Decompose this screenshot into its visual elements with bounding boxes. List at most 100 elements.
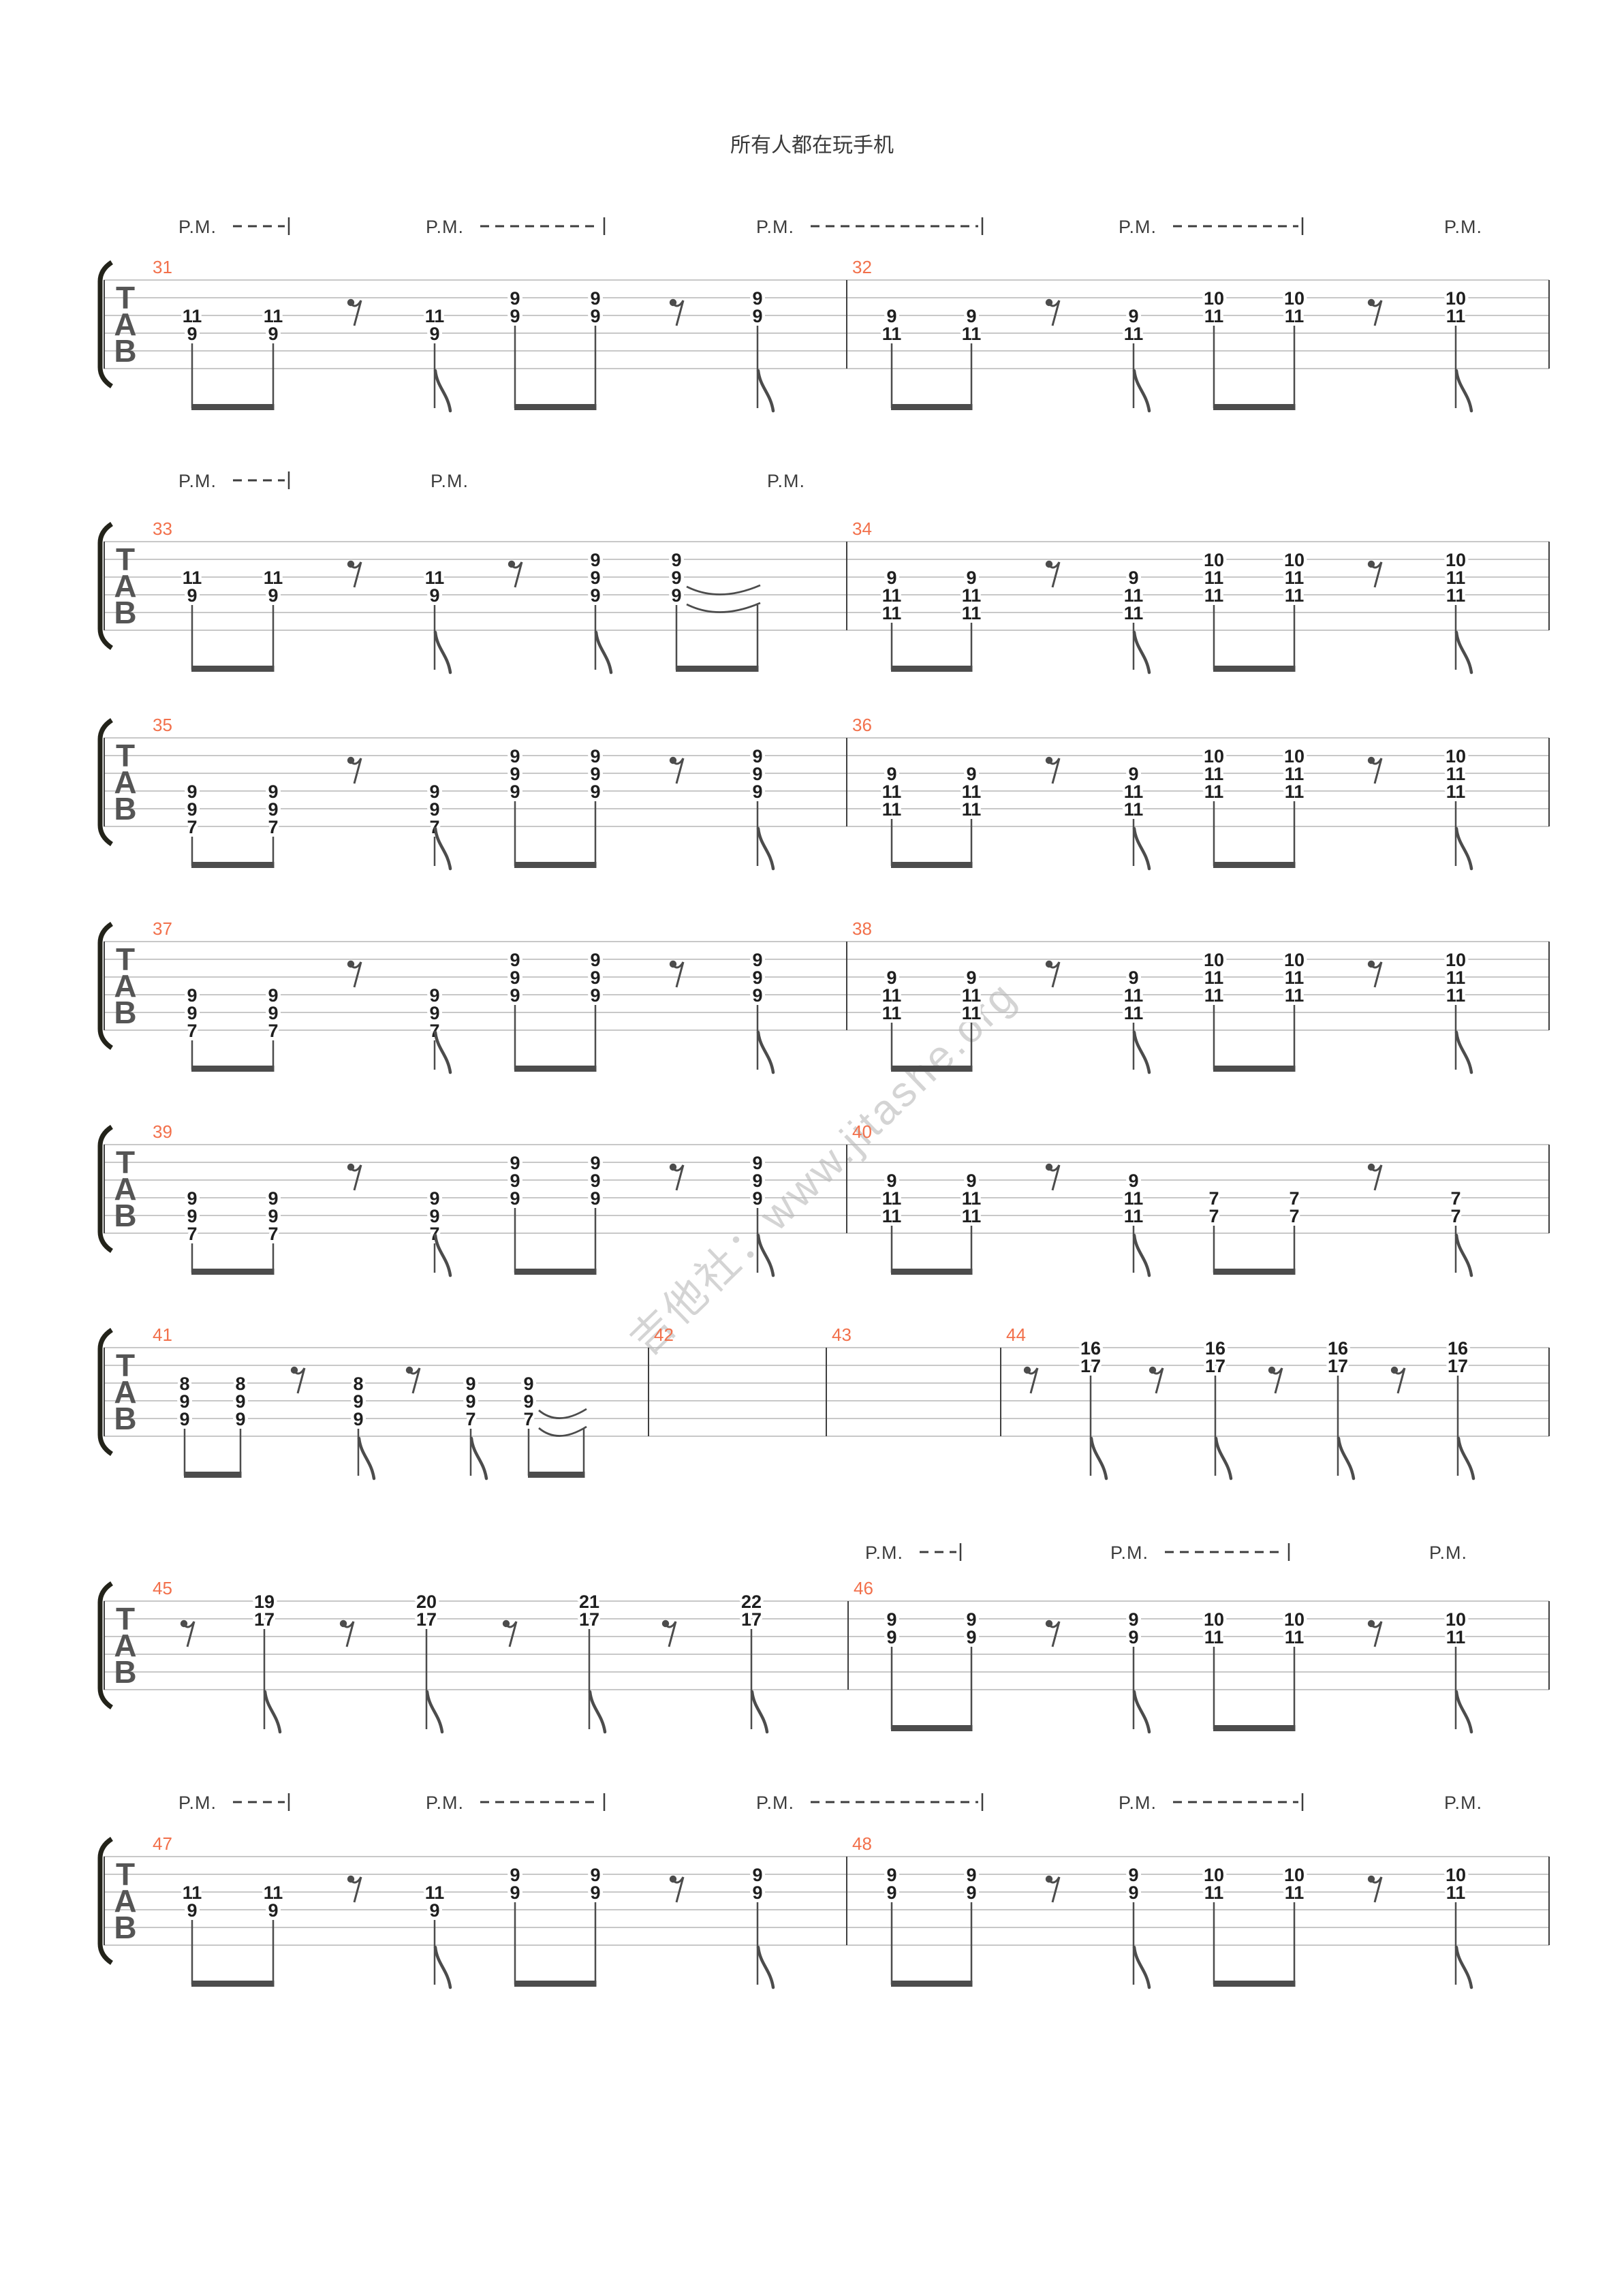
fret-number: 11: [1446, 985, 1466, 1006]
beam: [514, 1269, 597, 1275]
eighth-rest-icon: [180, 1619, 196, 1647]
fret-number: 11: [1124, 585, 1144, 606]
fret-number: 9: [429, 585, 439, 606]
beam: [191, 404, 275, 410]
fret-number: 11: [1285, 985, 1305, 1006]
beam: [891, 1269, 973, 1275]
fret-number: 11: [962, 585, 982, 606]
fret-number: 11: [264, 1882, 283, 1903]
fret-number: 17: [254, 1609, 275, 1630]
eighth-rest-icon: [1045, 1619, 1061, 1647]
eighth-rest-icon: [669, 298, 685, 326]
flag-icon: [433, 369, 452, 413]
palm-mute-label: P.M.: [865, 1543, 903, 1563]
eighth-rest-icon: [1045, 298, 1061, 326]
palm-mute-label: P.M.: [756, 1793, 794, 1813]
flag-icon: [1337, 1436, 1356, 1481]
measure-number: 38: [852, 918, 872, 939]
fret-number: 11: [1204, 764, 1224, 784]
beam: [191, 1981, 275, 1987]
tab-clef-letter: B: [114, 1910, 136, 1945]
flag-icon: [1454, 630, 1473, 675]
fret-number: 11: [1446, 781, 1466, 802]
fret-number: 11: [1285, 568, 1305, 588]
fret-number: 11: [1204, 585, 1224, 606]
measure-number: 36: [852, 715, 872, 735]
flag-icon: [756, 826, 775, 871]
system-bracket: [97, 260, 114, 388]
flag-icon: [433, 630, 452, 675]
eighth-rest-icon: [1367, 756, 1383, 784]
eighth-rest-icon: [669, 960, 685, 988]
fret-number: 7: [187, 817, 197, 837]
palm-mute-label: P.M.: [1110, 1543, 1149, 1563]
fret-number: 9: [966, 1627, 976, 1647]
fret-number: 19: [254, 1592, 275, 1612]
fret-number: 9: [510, 985, 520, 1006]
flag-icon: [588, 1690, 607, 1734]
beam: [191, 1269, 275, 1275]
palm-mute-label: P.M.: [1119, 1793, 1157, 1813]
flag-icon: [1454, 1945, 1473, 1989]
fret-number: 9: [590, 985, 600, 1006]
fret-number: 10: [1284, 746, 1305, 766]
eighth-rest-icon: [1367, 1619, 1383, 1647]
tie-arc: [538, 1425, 587, 1437]
fret-number: 16: [1328, 1338, 1348, 1359]
fret-number: 9: [966, 1882, 976, 1903]
palm-mute-label: P.M.: [1444, 1793, 1482, 1813]
beam: [1213, 1066, 1296, 1072]
beam: [184, 1472, 242, 1478]
fret-number: 7: [465, 1409, 475, 1429]
beam: [891, 666, 973, 672]
fret-number: 11: [1204, 568, 1224, 588]
fret-number: 17: [1080, 1356, 1101, 1376]
fret-number: 20: [416, 1592, 437, 1612]
fret-number: 11: [1285, 306, 1305, 326]
fret-number: 11: [882, 1188, 902, 1209]
tab-clef-letter: A: [114, 1883, 136, 1919]
fret-number: 9: [523, 1391, 533, 1412]
fret-number: 11: [1204, 781, 1224, 802]
fret-number: 11: [1204, 985, 1224, 1006]
fret-number: 7: [268, 1021, 278, 1041]
palm-mute-label: P.M.: [756, 217, 794, 237]
flag-icon: [756, 1945, 775, 1989]
flag-icon: [263, 1690, 282, 1734]
fret-number: 11: [882, 324, 902, 344]
eighth-rest-icon: [1367, 298, 1383, 326]
tab-clef-letter: A: [114, 764, 136, 800]
measure-number: 46: [854, 1578, 873, 1598]
fret-number: 11: [1285, 967, 1305, 988]
fret-number: 16: [1080, 1338, 1101, 1359]
fret-number: 11: [962, 324, 982, 344]
beam: [1213, 1269, 1296, 1275]
fret-number: 9: [510, 1882, 520, 1903]
eighth-rest-icon: [1390, 1366, 1406, 1394]
fret-number: 9: [353, 1409, 363, 1429]
flag-icon: [1132, 826, 1151, 871]
fret-number: 7: [1208, 1206, 1219, 1226]
fret-number: 10: [1284, 550, 1305, 570]
flag-icon: [1132, 1233, 1151, 1277]
fret-number: 11: [1124, 1003, 1144, 1023]
system-bracket: [97, 922, 114, 1050]
flag-icon: [469, 1436, 488, 1481]
beam: [514, 1981, 597, 1987]
fret-number: 11: [425, 1882, 445, 1903]
fret-number: 11: [1446, 306, 1466, 326]
fret-number: 7: [268, 1224, 278, 1244]
fret-number: 9: [752, 781, 762, 802]
fret-number: 9: [1128, 1627, 1138, 1647]
flag-icon: [1454, 369, 1473, 413]
flag-icon: [1132, 630, 1151, 675]
fret-number: 11: [1285, 781, 1305, 802]
fret-number: 11: [1124, 1188, 1144, 1209]
fret-number: 11: [1446, 568, 1466, 588]
tab-clef-letter: B: [114, 1401, 136, 1436]
fret-number: 9: [268, 585, 278, 606]
flag-icon: [425, 1690, 444, 1734]
